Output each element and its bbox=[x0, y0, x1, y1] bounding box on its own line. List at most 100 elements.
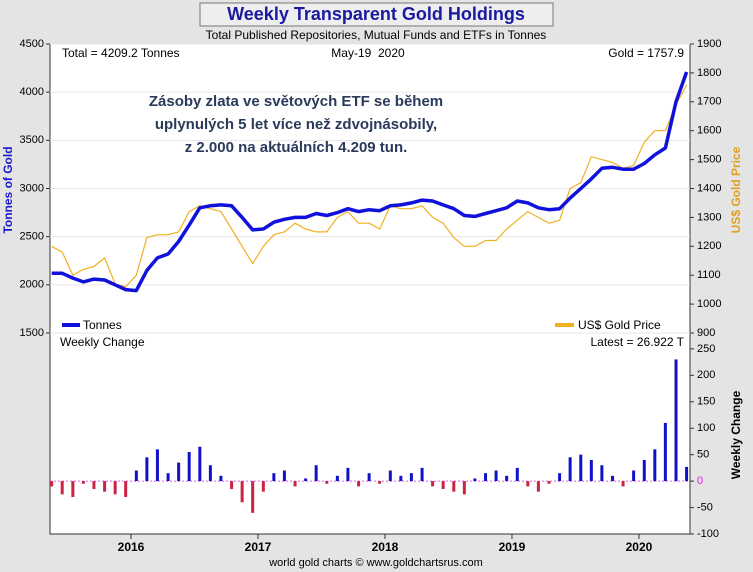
bar bbox=[388, 470, 392, 482]
bar bbox=[484, 473, 488, 482]
bar bbox=[282, 470, 286, 482]
bar bbox=[314, 465, 318, 482]
y-tick-label: 250 bbox=[697, 343, 715, 355]
bar bbox=[103, 481, 107, 492]
series-line bbox=[51, 84, 688, 288]
y-tick-label: 3000 bbox=[20, 182, 44, 194]
gold-label: Gold = 1757.9 bbox=[608, 46, 684, 60]
lower-y-axis-label: Weekly Change bbox=[729, 390, 743, 479]
bar bbox=[198, 446, 202, 482]
bar bbox=[219, 475, 223, 482]
bar bbox=[526, 481, 530, 487]
y-tick-label: 50 bbox=[697, 449, 709, 461]
y2-tick-label: 1800 bbox=[697, 67, 721, 79]
panel-title: Weekly Change bbox=[60, 335, 145, 349]
x-tick-label: 2017 bbox=[245, 540, 272, 554]
bar bbox=[293, 481, 297, 487]
bar bbox=[60, 481, 64, 495]
bar bbox=[579, 454, 583, 482]
bar bbox=[663, 422, 667, 482]
bar bbox=[81, 481, 85, 484]
date-label: May-19 2020 bbox=[331, 46, 405, 60]
bar bbox=[632, 470, 636, 482]
y2-tick-label: 1200 bbox=[697, 240, 721, 252]
bar bbox=[187, 452, 191, 482]
bar bbox=[357, 481, 361, 487]
x-tick-label: 2019 bbox=[499, 540, 526, 554]
bar bbox=[177, 462, 181, 482]
note: Zásoby zlata ve světových ETF se během bbox=[149, 93, 443, 110]
y2-tick-label: 1000 bbox=[697, 298, 721, 310]
bar bbox=[462, 481, 466, 495]
bar bbox=[166, 473, 170, 482]
bar bbox=[240, 481, 244, 503]
latest-label: Latest = 26.922 T bbox=[590, 335, 684, 349]
subtitle: Total Published Repositories, Mutual Fun… bbox=[206, 28, 547, 42]
bar bbox=[685, 466, 689, 482]
bar bbox=[600, 465, 604, 482]
y-tick-label: 4000 bbox=[20, 86, 44, 98]
y2-axis-label: US$ Gold Price bbox=[729, 146, 743, 233]
y-tick-label: 1500 bbox=[20, 327, 44, 339]
legend-label: Tonnes bbox=[83, 318, 122, 332]
bar bbox=[431, 481, 435, 487]
bar bbox=[589, 459, 593, 482]
x-tick-label: 2018 bbox=[372, 540, 399, 554]
bar bbox=[304, 478, 308, 482]
bar bbox=[335, 475, 339, 482]
chart-title: Weekly Transparent Gold Holdings bbox=[227, 4, 525, 24]
bar bbox=[230, 481, 234, 490]
y-tick-label: 4500 bbox=[20, 38, 44, 50]
bar bbox=[113, 481, 117, 495]
bar bbox=[547, 481, 551, 484]
y2-tick-label: 900 bbox=[697, 327, 715, 339]
bar bbox=[378, 481, 382, 484]
bar bbox=[653, 449, 657, 482]
bar bbox=[674, 359, 678, 482]
bar bbox=[208, 465, 212, 482]
y2-tick-label: 1600 bbox=[697, 125, 721, 137]
y-tick-label: 3500 bbox=[20, 134, 44, 146]
bar bbox=[420, 467, 424, 482]
y-tick-label: 0 bbox=[697, 475, 703, 487]
y-tick-label: 150 bbox=[697, 396, 715, 408]
bar bbox=[473, 478, 477, 482]
bar bbox=[155, 449, 159, 482]
bar bbox=[611, 475, 615, 482]
footer: world gold charts © www.goldchartsrus.co… bbox=[268, 557, 483, 569]
y2-tick-label: 1700 bbox=[697, 96, 721, 108]
bar bbox=[536, 481, 540, 492]
legend-label: US$ Gold Price bbox=[578, 318, 661, 332]
bar bbox=[50, 481, 54, 487]
bar bbox=[134, 470, 138, 482]
y-tick-label: -50 bbox=[697, 501, 713, 513]
bar bbox=[568, 457, 572, 482]
bar bbox=[452, 481, 456, 492]
y2-tick-label: 1400 bbox=[697, 182, 721, 194]
y-tick-label: 200 bbox=[697, 369, 715, 381]
y-tick-label: 2500 bbox=[20, 231, 44, 243]
x-tick-label: 2020 bbox=[626, 540, 653, 554]
bar bbox=[409, 473, 413, 482]
series-line bbox=[51, 71, 689, 293]
total-label: Total = 4209.2 Tonnes bbox=[62, 46, 180, 60]
bar bbox=[325, 481, 329, 484]
note: uplynulých 5 let více než zdvojnásobily, bbox=[155, 116, 437, 133]
y2-tick-label: 1100 bbox=[697, 269, 721, 281]
bar bbox=[558, 473, 562, 482]
y-tick-label: -100 bbox=[697, 528, 719, 540]
note: z 2.000 na aktuálních 4.209 tun. bbox=[185, 139, 408, 156]
y2-tick-label: 1900 bbox=[697, 38, 721, 50]
y2-tick-label: 1500 bbox=[697, 154, 721, 166]
bar bbox=[642, 459, 646, 482]
y2-tick-label: 1300 bbox=[697, 211, 721, 223]
bar bbox=[71, 481, 75, 497]
bar bbox=[145, 457, 149, 482]
bar bbox=[515, 467, 519, 482]
bar bbox=[399, 475, 403, 482]
y-tick-label: 2000 bbox=[20, 279, 44, 291]
x-tick-label: 2016 bbox=[118, 540, 145, 554]
bar bbox=[367, 473, 371, 482]
bar bbox=[261, 481, 265, 492]
